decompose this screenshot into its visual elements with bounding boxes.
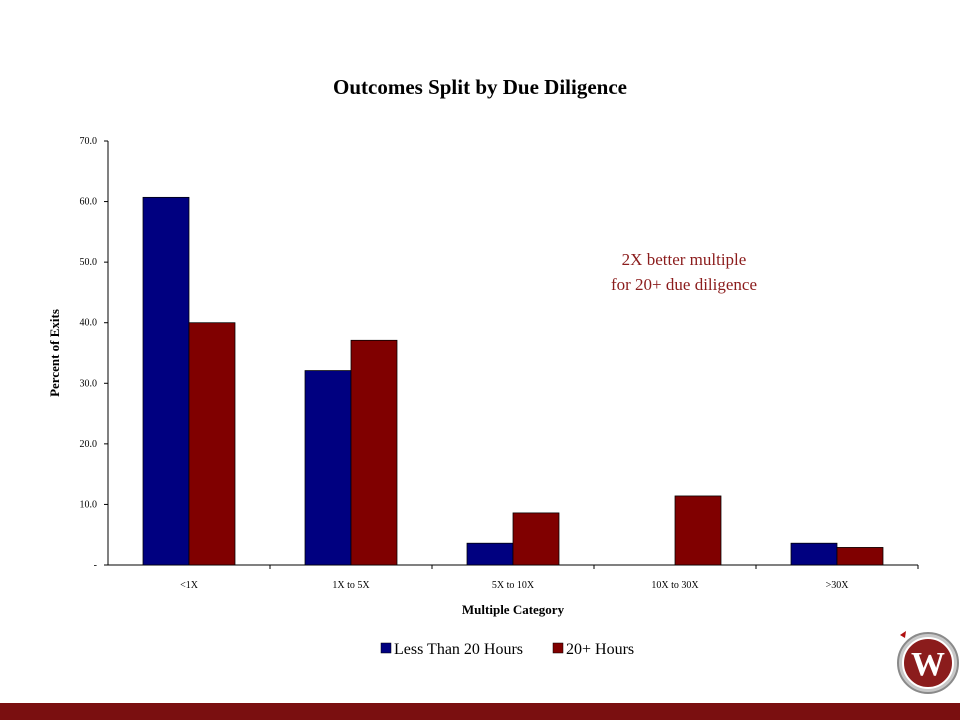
y-axis-label: Percent of Exits xyxy=(47,309,62,397)
bar xyxy=(142,196,190,566)
annotation-line-2: for 20+ due diligence xyxy=(611,275,757,294)
legend-label-less-than-20-hours: Less Than 20 Hours xyxy=(394,641,523,658)
y-tick-label: 40.0 xyxy=(80,318,98,329)
bar xyxy=(674,495,722,566)
legend-swatch-less-than-20-hours xyxy=(380,642,392,654)
y-tick-label: 50.0 xyxy=(80,257,98,268)
annotation-line-1: 2X better multiple xyxy=(622,250,747,269)
bar xyxy=(188,322,236,566)
x-tick-label: 1X to 5X xyxy=(332,580,370,591)
logo-letter: W xyxy=(911,646,945,683)
legend-label-20-plus-hours: 20+ Hours xyxy=(566,641,634,658)
y-tick-label: 30.0 xyxy=(80,378,98,389)
legend-swatch-20-plus-hours xyxy=(552,642,564,654)
chart-title: Outcomes Split by Due Diligence xyxy=(333,75,627,99)
bar xyxy=(304,370,352,566)
x-tick-label: 5X to 10X xyxy=(492,580,535,591)
x-tick-label: 10X to 30X xyxy=(651,580,699,591)
bar xyxy=(466,542,514,566)
y-tick-label: 20.0 xyxy=(80,439,98,450)
x-tick-label: >30X xyxy=(826,580,850,591)
legend: Less Than 20 Hours 20+ Hours xyxy=(380,641,634,658)
footer-bar xyxy=(0,703,960,720)
y-tick-label: - xyxy=(94,560,97,571)
bar xyxy=(512,512,560,566)
y-tick-label: 70.0 xyxy=(80,136,98,147)
x-tick-label: <1X xyxy=(180,580,199,591)
y-tick-label: 10.0 xyxy=(80,499,98,510)
bar xyxy=(836,547,884,566)
plot-area: - 10.0 20.0 30.0 40.0 50.0 60.0 70.0 <1X 1X to 5X… xyxy=(80,136,919,591)
bar xyxy=(790,542,838,566)
w-logo-icon: W xyxy=(897,631,959,694)
x-axis-label: Multiple Category xyxy=(462,602,565,617)
y-tick-label: 60.0 xyxy=(80,197,98,208)
bar xyxy=(350,339,398,566)
